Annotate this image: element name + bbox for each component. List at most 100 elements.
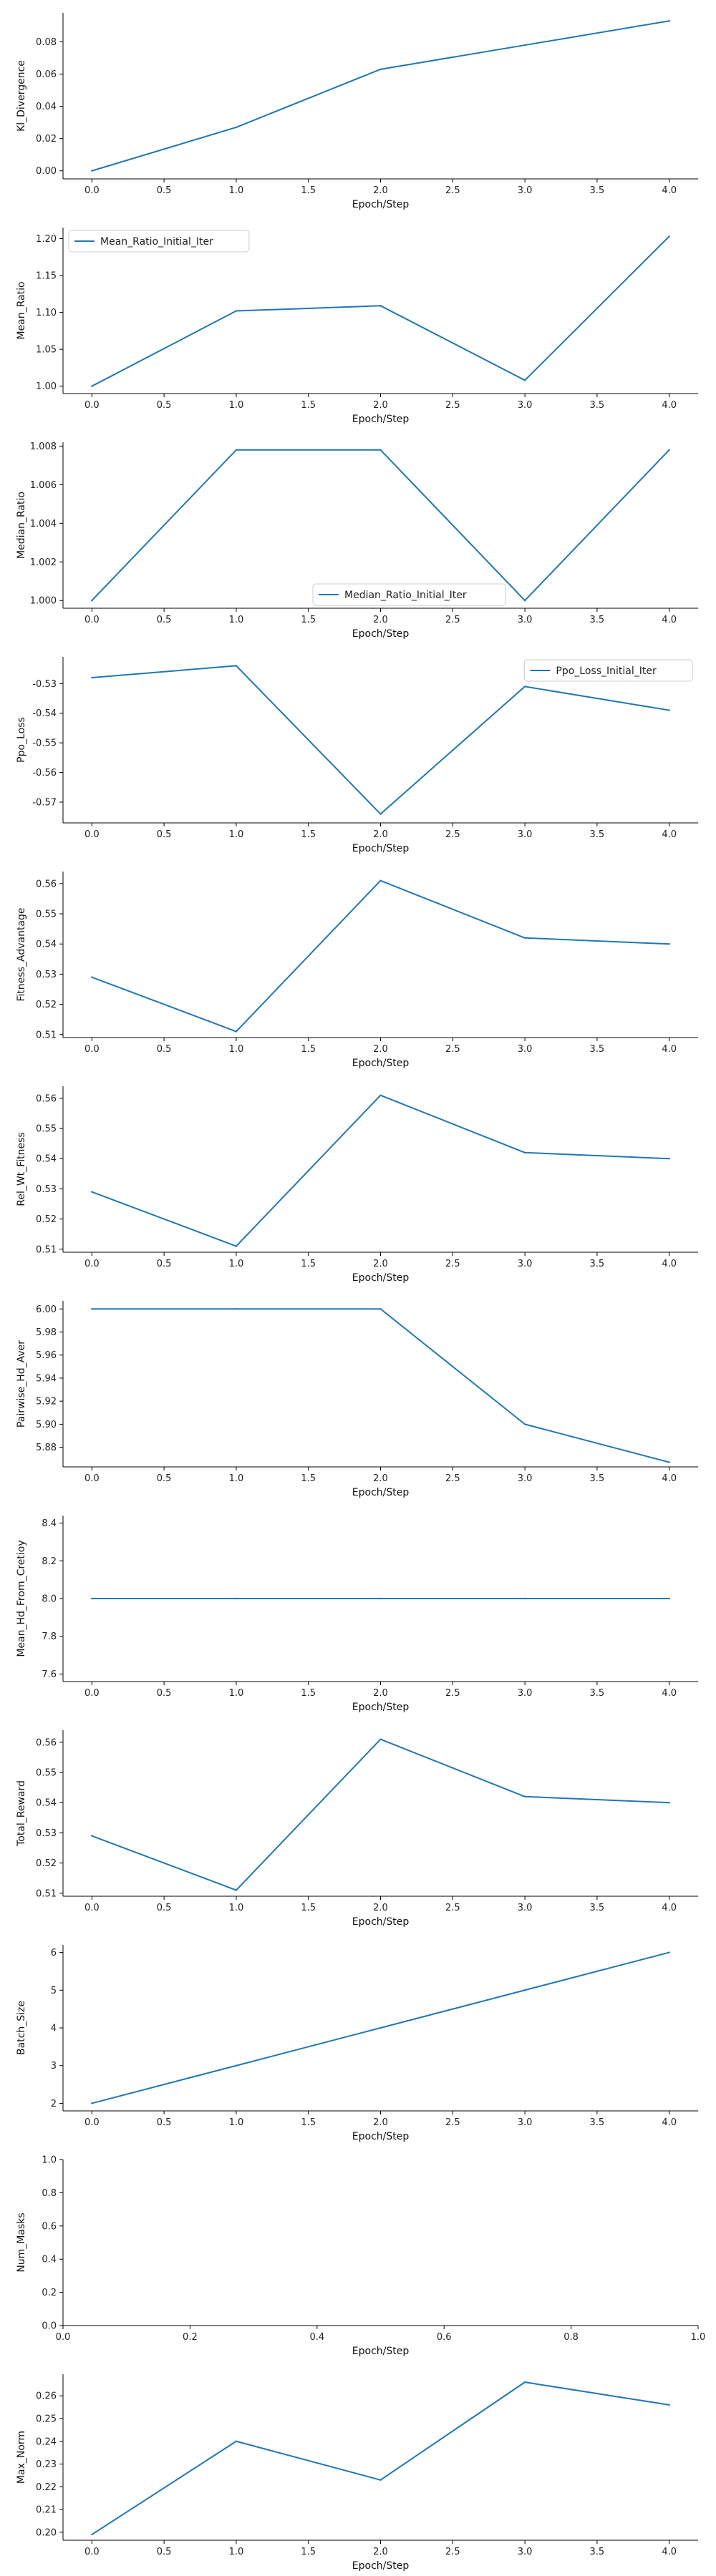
x-tick-label: 0.5	[157, 1259, 172, 1269]
x-tick-label: 4.0	[662, 400, 677, 411]
x-tick-label: 3.5	[590, 1903, 605, 1913]
y-axis-label: Median_Ratio	[16, 492, 27, 559]
chart-panel-9: 0.0 0.5 1.0 1.5 2.0 2.5 3.0 3.5 4.0 0.51 0.52 0.53 0…	[16, 1730, 698, 1928]
x-tick-label: 1.0	[691, 2332, 706, 2343]
x-tick-label: 3.5	[590, 1044, 605, 1055]
data-point	[91, 600, 93, 602]
data-point	[379, 813, 382, 815]
y-tick-label: 0.53	[36, 1828, 57, 1839]
data-point	[379, 879, 382, 882]
x-tick-label: 0.5	[157, 400, 172, 411]
x-tick-label: 2.5	[445, 2117, 460, 2128]
series-line-series-1	[91, 879, 669, 1033]
x-tick-label: 2.0	[373, 1473, 388, 1484]
y-tick-label: 8.2	[42, 1556, 57, 1567]
x-tick-label: 0.0	[84, 1044, 100, 1055]
x-axis-label: Epoch/Step	[352, 1702, 410, 1713]
data-point	[235, 1597, 238, 1600]
x-tick-label: 4.0	[662, 1044, 677, 1055]
x-tick-label: 2.5	[445, 1903, 460, 1913]
x-tick-label: 3.5	[590, 2117, 605, 2128]
x-tick-label: 2.0	[373, 2547, 388, 2557]
x-tick-label: 0.0	[56, 2332, 71, 2343]
legend: Ppo_Loss_Initial_Iter	[523, 659, 693, 682]
legend-label: Mean_Ratio_Initial_Iter	[100, 236, 213, 248]
x-tick-label: 0.5	[157, 2547, 172, 2557]
x-axis-label: Epoch/Step	[352, 2560, 410, 2572]
data-point	[235, 449, 238, 451]
data-point	[235, 2064, 238, 2067]
y-tick-label: 5.90	[36, 1420, 57, 1430]
y-axis-label: Rel_Wt_Fitness	[16, 1132, 27, 1206]
x-tick-label: 1.0	[229, 615, 244, 625]
x-tick-label: 2.0	[373, 400, 388, 411]
y-tick-label: 0.24	[36, 2436, 57, 2447]
x-tick-label: 0.0	[84, 1688, 100, 1699]
y-tick-label: 0.22	[36, 2482, 57, 2493]
x-tick-label: 0.0	[84, 1473, 100, 1484]
x-tick-label: 3.0	[518, 2547, 533, 2557]
y-tick-label: 7.8	[42, 1631, 57, 1642]
data-point	[668, 709, 670, 711]
y-tick-label: 0.26	[36, 2391, 57, 2402]
data-point	[91, 2533, 93, 2536]
x-tick-label: 1.0	[229, 185, 244, 196]
y-tick-label: 0.56	[36, 1093, 57, 1104]
x-tick-label: 2.5	[445, 1473, 460, 1484]
series-line-median-ratio-initial-iter	[91, 449, 670, 602]
y-axis-label: Ppo_Loss	[16, 717, 27, 763]
y-tick-label: 0.53	[36, 1184, 57, 1195]
y-tick-label: 4	[51, 2024, 57, 2034]
x-tick-label: 2.5	[445, 400, 460, 411]
data-point	[668, 1597, 670, 1600]
x-tick-label: 3.5	[590, 185, 605, 196]
x-tick-label: 3.0	[518, 615, 533, 625]
data-point	[235, 1030, 238, 1033]
x-tick-label: 1.5	[301, 2547, 316, 2557]
x-tick-label: 0.5	[157, 615, 172, 625]
x-tick-label: 0.0	[84, 400, 100, 411]
x-tick-label: 3.5	[590, 1473, 605, 1484]
x-axis-label: Epoch/Step	[352, 414, 410, 425]
x-tick-label: 4.0	[662, 1259, 677, 1269]
x-tick-label: 4.0	[662, 829, 677, 840]
y-tick-label: 0.02	[36, 134, 57, 145]
data-point	[235, 1889, 238, 1891]
y-tick-label: 0.0	[42, 2321, 57, 2332]
legend-box	[68, 230, 250, 253]
data-point	[523, 937, 526, 939]
data-point	[668, 943, 670, 945]
x-tick-label: 3.5	[590, 2547, 605, 2557]
x-tick-label: 1.0	[229, 1473, 244, 1484]
y-tick-label: 0.54	[36, 1154, 57, 1165]
x-tick-label: 1.5	[301, 185, 316, 196]
y-tick-label: 0.23	[36, 2459, 57, 2470]
y-tick-label: 1.008	[30, 441, 57, 452]
x-tick-label: 0.4	[309, 2332, 324, 2343]
x-tick-label: 1.5	[301, 2117, 316, 2128]
chart-panel-11: 0.0 0.2 0.4 0.6 0.8 1.0 0.0 0.2 0.4 0.6 0.8 1.0 Epoc…	[16, 2155, 706, 2358]
x-tick-label: 1.5	[301, 400, 316, 411]
data-point	[379, 1094, 382, 1096]
x-tick-label: 0.0	[84, 1259, 100, 1269]
x-tick-label: 0.5	[157, 1044, 172, 1055]
x-tick-label: 3.0	[518, 1903, 533, 1913]
data-point	[91, 976, 93, 978]
y-tick-label: 1.15	[36, 271, 57, 282]
y-tick-label: 3	[51, 2061, 57, 2072]
data-point	[379, 2026, 382, 2029]
chart-panel-10: 0.0 0.5 1.0 1.5 2.0 2.5 3.0 3.5 4.0 2 3 4 5 6 Epoch/St…	[16, 1945, 698, 2142]
y-tick-label: 0.53	[36, 970, 57, 980]
y-tick-label: 0.55	[36, 909, 57, 920]
x-tick-label: 2.5	[445, 615, 460, 625]
y-tick-label: 2	[51, 2099, 57, 2109]
y-tick-label: 0.56	[36, 879, 57, 889]
y-tick-label: 0.51	[36, 1244, 57, 1255]
legend: Median_Ratio_Initial_Iter	[312, 583, 506, 606]
y-tick-label: 1.004	[30, 519, 57, 530]
y-tick-label: 0.52	[36, 1858, 57, 1869]
x-axis-label: Epoch/Step	[352, 1272, 410, 1284]
y-tick-label: 0.55	[36, 1768, 57, 1779]
data-point	[523, 1423, 526, 1425]
y-axis-label: Mean_Hd_From_Cretioy	[16, 1540, 27, 1657]
